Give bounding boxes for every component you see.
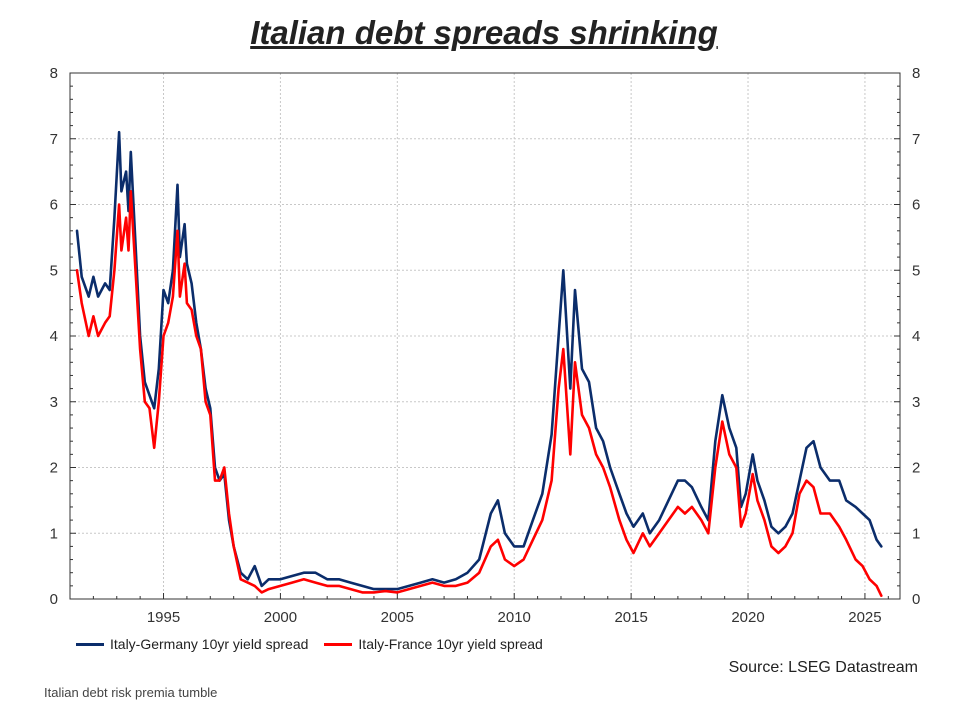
y-tick-label-left: 5 [50, 262, 58, 279]
series-line-italy-germany [75, 130, 883, 591]
x-tick-label: 2000 [264, 609, 297, 626]
y-tick-label-left: 1 [50, 525, 58, 542]
x-tick-label: 1995 [147, 609, 180, 626]
y-tick-label-right: 0 [912, 591, 920, 608]
x-tick-label: 2015 [614, 609, 647, 626]
caption: Italian debt risk premia tumble [44, 685, 218, 700]
x-tick-label: 2025 [848, 609, 881, 626]
legend-label-france: Italy-France 10yr yield spread [358, 636, 543, 652]
x-tick-label: 2020 [731, 609, 764, 626]
y-tick-label-right: 8 [912, 65, 920, 82]
chart-title: Italian debt spreads shrinking [250, 14, 718, 51]
y-tick-label-left: 8 [50, 65, 58, 82]
y-tick-label-left: 3 [50, 394, 58, 411]
y-tick-label-left: 2 [50, 460, 58, 477]
legend-item-germany[interactable]: Italy-Germany 10yr yield spread [76, 636, 308, 652]
axis-layer: 1995 2000 2005 2010 2015 2020 2025 0 0 1 1 2 2 3 3 4 4 5 5… [50, 65, 921, 626]
legend: Italy-Germany 10yr yield spread Italy-Fr… [76, 636, 543, 652]
y-tick-label-right: 2 [912, 460, 920, 477]
y-tick-label-right: 7 [912, 131, 920, 148]
x-tick-label: 2010 [498, 609, 531, 626]
y-tick-label-right: 1 [912, 525, 920, 542]
y-tick-label-left: 0 [50, 591, 58, 608]
x-tick-label: 2005 [381, 609, 414, 626]
grid-layer [70, 73, 900, 599]
series-layer [75, 130, 883, 597]
legend-item-france[interactable]: Italy-France 10yr yield spread [324, 636, 543, 652]
y-tick-label-left: 4 [50, 328, 58, 345]
legend-label-germany: Italy-Germany 10yr yield spread [110, 636, 309, 652]
source-note: Source: LSEG Datastream [728, 659, 918, 676]
y-tick-label-right: 5 [912, 262, 920, 279]
y-tick-label-right: 6 [912, 197, 920, 214]
y-tick-label-left: 6 [50, 197, 58, 214]
legend-swatch-germany [76, 642, 104, 646]
y-tick-label-right: 4 [912, 328, 920, 345]
legend-swatch-france [324, 642, 353, 646]
y-tick-label-left: 7 [50, 131, 58, 148]
series-line-italy-france [75, 190, 883, 597]
y-tick-label-right: 3 [912, 394, 920, 411]
